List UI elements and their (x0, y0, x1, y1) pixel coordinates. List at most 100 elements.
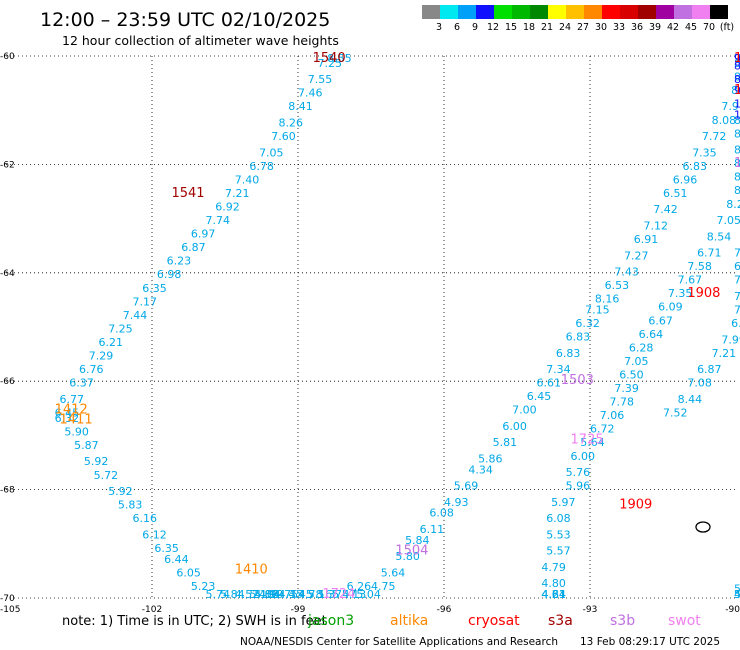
wave-height-value: 6.37 (69, 377, 94, 390)
wave-height-value: 4.80 (541, 577, 566, 590)
wave-height-value: 5.58 (734, 588, 740, 601)
wave-height-value: 4.99 (259, 588, 284, 601)
wave-height-value: 7.4 (734, 247, 740, 260)
y-tick-label: -68 (0, 486, 15, 496)
wave-height-value: 7.42 (653, 203, 678, 216)
wave-height-value: 8.02 (734, 127, 740, 140)
colorbar-swatch (530, 5, 548, 19)
wave-height-value: 4.24 (541, 588, 566, 601)
colorbar-label: 15 (505, 22, 517, 33)
colorbar-swatch (656, 5, 674, 19)
wave-height-value: 7.96 (734, 52, 740, 65)
wave-height-value: 7.25 (108, 322, 133, 335)
wave-height-value: 5.83 (118, 499, 143, 512)
wave-height-value: 8.02 (734, 70, 740, 83)
wave-height-value: 6.61 (536, 377, 561, 390)
wave-height-value: 6.77 (60, 393, 85, 406)
wave-height-value: 4.82 (254, 588, 279, 601)
y-tick-label: -66 (0, 377, 15, 387)
wave-height-value: 8.85 (734, 73, 740, 86)
wave-height-value: 4.52 (235, 588, 260, 601)
wave-height-value: 10.72 (734, 108, 740, 121)
pass-label: 1410 (235, 563, 268, 578)
colorbar-label: 9 (472, 22, 478, 33)
wave-height-value: 6.00 (571, 450, 596, 463)
wave-height-value: 6.91 (634, 233, 659, 246)
wave-height-value: 6.23 (167, 255, 192, 268)
wave-height-value: 6.67 (648, 314, 673, 327)
footer-credit: NOAA/NESDIS Center for Satellite Applica… (240, 636, 558, 648)
wave-height-value: 5.47 (332, 588, 357, 601)
colorbar-label: 18 (523, 22, 535, 33)
wave-height-value: 7.29 (734, 303, 740, 316)
wave-height-value: 7.99 (721, 333, 740, 346)
pass-label: 1908 (687, 286, 720, 301)
wave-height-value: 6.98 (157, 268, 182, 281)
wave-height-value: 7.29 (89, 350, 114, 363)
colorbar-label: 30 (595, 22, 607, 33)
pass-label: 1503 (561, 373, 594, 388)
wave-height-value: 6.51 (663, 187, 688, 200)
wave-height-value: 8.33 (731, 84, 740, 97)
wave-height-value: 4.79 (541, 561, 566, 574)
wave-height-value: 6.45 (55, 406, 80, 419)
wave-height-value: 7.46 (298, 87, 323, 100)
wave-height-value: 9.17 (734, 84, 740, 97)
wave-height-value: 5.92 (84, 455, 109, 468)
colorbar-swatch (602, 5, 620, 19)
wave-height-value: 9.06 (734, 52, 740, 65)
wave-height-value: 8.08 (712, 114, 737, 127)
wave-height-value: 6.05 (176, 566, 201, 579)
wave-height-value: 7.52 (663, 406, 688, 419)
wave-height-value: 7.40 (235, 173, 260, 186)
mission-legend-item: jason3 (307, 613, 354, 629)
wave-height-value: 6.97 (191, 228, 216, 241)
colorbar-label: 39 (649, 22, 661, 33)
colorbar-label: 27 (577, 22, 589, 33)
wave-height-value: 6.00 (502, 420, 527, 433)
wave-height-value: 8.48 (734, 157, 740, 170)
wave-height-value: 5.72 (94, 469, 119, 482)
pass-label: 1411 (60, 412, 93, 427)
footer-timestamp: 13 Feb 08:29:17 UTC 2025 (580, 636, 720, 648)
wave-height-value: 7.60 (271, 130, 296, 143)
wave-height-value: 5.37 (317, 588, 342, 601)
wave-height-value: 8.26 (279, 116, 304, 129)
wave-height-value: 5.69 (454, 480, 479, 493)
wave-height-value: 6.93 (734, 260, 740, 273)
colorbar-label: 6 (454, 22, 460, 33)
wave-height-value: 7.08 (687, 377, 712, 390)
wave-height-value: 4.75 (274, 588, 299, 601)
colorbar-label: 21 (541, 22, 553, 33)
wave-height-value: 6.44 (164, 553, 189, 566)
wave-height-value: 5.04 (356, 588, 381, 601)
colorbar-label: 42 (667, 22, 679, 33)
wave-height-value: 5.92 (108, 485, 133, 498)
mission-legend-item: s3a (548, 613, 573, 629)
wave-height-value: 8.92 (734, 144, 740, 157)
colorbar-legend: 3 6 9 12 15 18 21 24 27 30 33 36 39 42 45 70 (ft) (422, 5, 734, 33)
colorbar-label: 3 (436, 22, 442, 33)
wave-height-value: 7.55 (308, 73, 333, 86)
x-tick-label: -102 (142, 605, 162, 615)
x-tick-label: -105 (0, 605, 20, 615)
colorbar-label: (ft) (720, 22, 734, 33)
wave-height-value: 6.83 (556, 347, 581, 360)
colorbar-swatch (566, 5, 584, 19)
wave-height-value: 7.97 (721, 100, 740, 113)
wave-height-value: 4.75 (371, 580, 396, 593)
note-text: note: 1) Time is in UTC; 2) SWH is in fe… (62, 614, 327, 629)
wave-height-value: 5.16 (308, 588, 333, 601)
wave-height-value: 8.76 (734, 60, 740, 73)
wave-height-value: 4.81 (541, 588, 566, 601)
colorbar-swatch (458, 5, 476, 19)
mission-legend-item: s3b (610, 613, 635, 629)
wave-height-value: 6.96 (673, 173, 698, 186)
colorbar-swatch (422, 5, 440, 19)
wave-height-value: 6.28 (629, 341, 654, 354)
wave-height-value: 8.55 (327, 52, 352, 65)
pass-label: 1541 (171, 186, 204, 201)
wave-height-value: 8.19 (734, 184, 740, 197)
colorbar-swatch (620, 5, 638, 19)
